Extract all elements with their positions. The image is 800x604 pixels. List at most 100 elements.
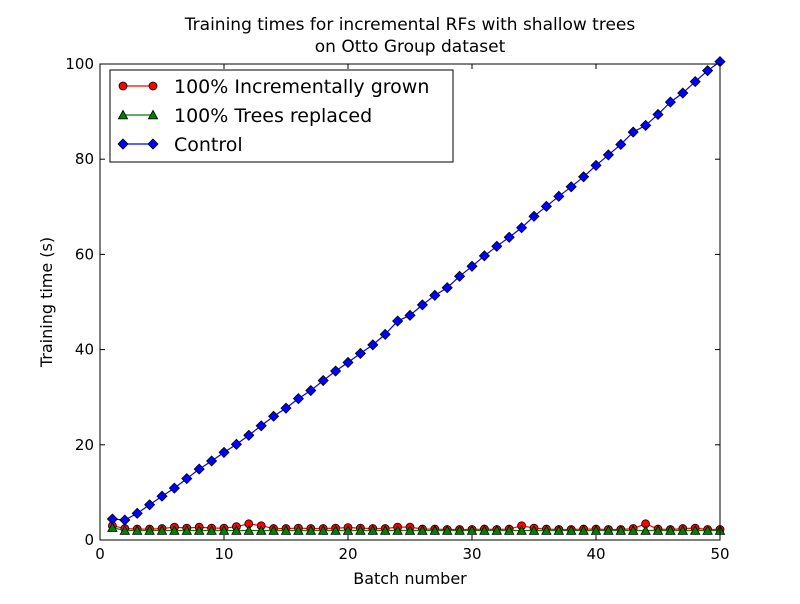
data-point bbox=[677, 87, 689, 99]
data-point bbox=[404, 309, 416, 321]
x-tick-label: 30 bbox=[462, 545, 481, 563]
data-point bbox=[367, 339, 379, 351]
legend-marker bbox=[147, 109, 159, 120]
data-point bbox=[379, 525, 391, 535]
data-point bbox=[478, 250, 490, 262]
y-tick-label: 40 bbox=[75, 341, 94, 359]
data-point bbox=[379, 328, 391, 340]
data-point bbox=[516, 222, 528, 234]
y-tick-label: 20 bbox=[75, 436, 94, 454]
data-point bbox=[119, 525, 131, 535]
data-point bbox=[652, 525, 664, 535]
data-point bbox=[627, 525, 639, 535]
data-point bbox=[305, 525, 317, 535]
data-point bbox=[268, 525, 279, 535]
data-point bbox=[565, 181, 577, 193]
axis-ticks: 0 10 20 30 40 50 0 20 40 60 80 100 bbox=[65, 55, 729, 563]
data-point bbox=[603, 525, 614, 535]
data-point bbox=[354, 347, 366, 359]
data-point bbox=[702, 525, 713, 535]
data-point bbox=[292, 393, 304, 405]
series-3 bbox=[106, 56, 726, 526]
data-point bbox=[454, 525, 465, 535]
data-point bbox=[416, 299, 428, 311]
data-point bbox=[243, 429, 255, 441]
data-point bbox=[503, 231, 515, 243]
data-point bbox=[627, 126, 639, 138]
data-point bbox=[553, 190, 565, 202]
x-axis-label: Batch number bbox=[353, 569, 467, 588]
legend: 100% Incrementally grown 100% Trees repla… bbox=[109, 69, 454, 163]
legend-entry: Control bbox=[117, 134, 243, 156]
data-point bbox=[119, 514, 131, 526]
x-tick-label: 0 bbox=[95, 545, 105, 563]
data-point bbox=[317, 374, 329, 387]
data-point bbox=[255, 525, 267, 535]
data-point bbox=[689, 76, 701, 88]
chart-title: Training times for incremental RFs with … bbox=[184, 15, 636, 35]
data-point bbox=[602, 149, 614, 161]
chart-subtitle: on Otto Group dataset bbox=[315, 37, 506, 57]
data-point bbox=[441, 282, 453, 294]
data-point bbox=[516, 525, 527, 535]
data-point bbox=[528, 210, 540, 222]
data-point bbox=[590, 159, 602, 171]
data-point bbox=[677, 525, 689, 535]
data-point bbox=[131, 525, 143, 535]
data-point bbox=[664, 96, 676, 108]
data-point bbox=[131, 507, 143, 519]
data-point bbox=[107, 522, 118, 532]
data-point bbox=[218, 446, 230, 458]
data-point bbox=[689, 525, 701, 535]
data-point bbox=[665, 525, 676, 535]
data-point bbox=[193, 463, 205, 475]
legend-marker bbox=[117, 138, 129, 150]
y-tick-label: 60 bbox=[75, 245, 94, 263]
legend-entry: 100% Trees replaced bbox=[117, 105, 372, 127]
data-point bbox=[503, 525, 515, 535]
data-point bbox=[578, 525, 589, 535]
data-point bbox=[392, 315, 404, 327]
legend-marker bbox=[148, 81, 158, 91]
data-point bbox=[615, 525, 627, 535]
data-point bbox=[491, 525, 503, 535]
data-point bbox=[280, 402, 292, 414]
data-point bbox=[392, 525, 403, 535]
data-point bbox=[541, 525, 552, 535]
data-point bbox=[156, 490, 168, 502]
data-point bbox=[169, 525, 180, 535]
data-point bbox=[255, 420, 267, 432]
data-point bbox=[491, 240, 503, 252]
data-point bbox=[466, 525, 478, 535]
data-point bbox=[540, 200, 552, 212]
legend-entry: 100% Incrementally grown bbox=[118, 76, 429, 98]
data-point bbox=[144, 499, 156, 511]
data-point bbox=[417, 525, 428, 535]
legend-label: Control bbox=[174, 134, 243, 156]
data-point bbox=[466, 260, 478, 272]
legend-label: 100% Incrementally grown bbox=[174, 76, 429, 98]
data-point bbox=[206, 455, 218, 467]
data-point bbox=[144, 525, 155, 535]
y-axis-label: Training time (s) bbox=[37, 237, 56, 368]
data-point bbox=[342, 356, 354, 369]
data-point bbox=[590, 525, 602, 535]
data-point bbox=[528, 525, 540, 535]
y-tick-label: 100 bbox=[65, 55, 94, 73]
data-point bbox=[429, 289, 441, 301]
x-tick-label: 10 bbox=[214, 545, 233, 563]
data-point bbox=[479, 525, 490, 535]
x-tick-label: 20 bbox=[338, 545, 357, 563]
data-point bbox=[454, 270, 466, 282]
data-point bbox=[565, 525, 577, 535]
data-point bbox=[280, 525, 292, 535]
data-point bbox=[441, 525, 453, 535]
data-point bbox=[243, 525, 255, 535]
x-tick-label: 50 bbox=[710, 545, 729, 563]
data-point bbox=[429, 525, 441, 535]
data-point bbox=[578, 171, 590, 183]
legend-marker bbox=[117, 109, 129, 120]
data-point bbox=[293, 525, 304, 535]
